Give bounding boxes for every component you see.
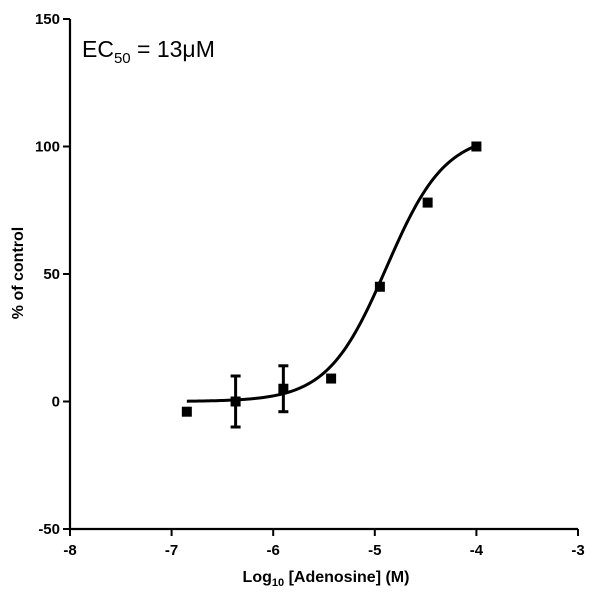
error-bars: [230, 364, 289, 429]
y-axis-ticks: -50 0 50 100 150: [35, 11, 70, 538]
x-axis-title: Log10 [Adenosine] (M): [243, 569, 410, 589]
data-points: [181, 141, 482, 417]
x-axis-title-main: Log: [243, 569, 272, 586]
fit-curve-layer: [186, 144, 477, 403]
x-tick-label: -6: [267, 542, 280, 559]
x-tick-label: -7: [165, 542, 178, 559]
axes: [68, 19, 578, 531]
y-tick-label: 150: [35, 11, 60, 28]
y-axis-title: % of control: [10, 227, 27, 319]
y-tick-label: 0: [52, 394, 60, 411]
x-tick-label: -5: [368, 542, 381, 559]
ec50-annotation: EC50 = 13μM: [82, 36, 215, 67]
y-tick-label: 100: [35, 139, 60, 156]
ec50-annotation-rest: = 13μM: [131, 36, 215, 62]
data-point: [326, 373, 337, 384]
data-point: [278, 383, 289, 394]
x-axis-title-rest: [Adenosine] (M): [284, 569, 409, 586]
x-axis-title-sub: 10: [272, 577, 284, 589]
data-point: [181, 406, 192, 417]
data-point: [374, 281, 385, 292]
data-point: [230, 396, 241, 407]
y-tick-label: -50: [38, 521, 60, 538]
fit-curve: [186, 144, 477, 403]
data-point: [471, 141, 482, 152]
ec50-annotation-sub: 50: [114, 50, 131, 67]
data-point: [422, 197, 433, 208]
x-tick-label: -8: [63, 542, 76, 559]
y-tick-label: 50: [43, 266, 60, 283]
x-axis-ticks: -8 -7 -6 -5 -4 -3: [63, 529, 585, 559]
ec50-annotation-main: EC: [82, 36, 114, 62]
x-tick-label: -3: [571, 542, 584, 559]
x-tick-label: -4: [470, 542, 484, 559]
